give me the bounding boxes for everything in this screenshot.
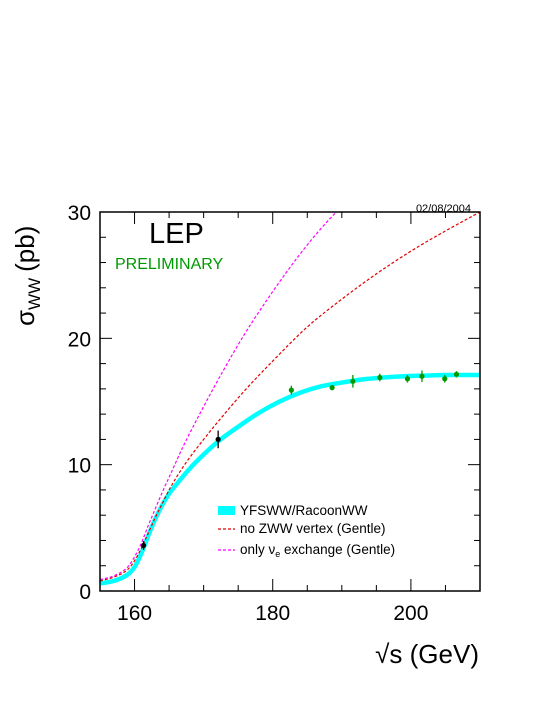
- data-point-marker: [215, 436, 221, 442]
- y-tick-label: 0: [79, 581, 91, 604]
- y-tick-label: 10: [68, 455, 91, 478]
- x-tick-label: 160: [117, 602, 152, 625]
- theory-curves: [99, 211, 481, 586]
- x-axis-title: √s (GeV): [375, 639, 479, 669]
- data-point-marker: [442, 376, 448, 382]
- date-label: 02/08/2004: [416, 203, 471, 215]
- legend-label-red: no ZWW vertex (Gentle): [240, 521, 386, 536]
- data-points: [140, 370, 460, 550]
- y-axis-unit: (pb): [10, 226, 40, 272]
- y-tick-label: 30: [68, 202, 91, 225]
- data-point-marker: [288, 387, 294, 393]
- x-tick-label: 200: [393, 602, 428, 625]
- y-tick-label: 20: [68, 328, 91, 351]
- axis-ticks: 160 180 200 0 10 20 30: [68, 202, 481, 625]
- series-band-yfsww: [99, 372, 480, 586]
- series-line-no-zww: [99, 211, 481, 582]
- data-point-marker: [377, 374, 383, 381]
- legend-label-band: YFSWW/RacoonWW: [240, 503, 368, 518]
- y-axis-symbol: σ: [10, 310, 40, 326]
- plot-frame: [99, 211, 481, 592]
- series-line-only-nue: [99, 211, 337, 581]
- y-axis-title: σWW (pb): [10, 226, 44, 326]
- data-point-marker: [140, 542, 147, 549]
- data-point-marker: [453, 371, 460, 377]
- data-point-marker: [419, 373, 425, 379]
- chart-subtitle: PRELIMINARY: [115, 256, 224, 273]
- data-point-marker: [329, 385, 335, 391]
- data-point-marker: [404, 376, 411, 382]
- x-tick-label: 180: [255, 602, 290, 625]
- data-point-marker: [350, 378, 356, 384]
- chart-title: LEP: [149, 218, 204, 250]
- legend: YFSWW/RacoonWW no ZWW vertex (Gentle) on…: [218, 503, 395, 559]
- legend-swatch-band: [218, 506, 235, 515]
- legend-label-magenta: only νe exchange (Gentle): [240, 542, 395, 559]
- y-axis-subscript: WW: [25, 278, 44, 310]
